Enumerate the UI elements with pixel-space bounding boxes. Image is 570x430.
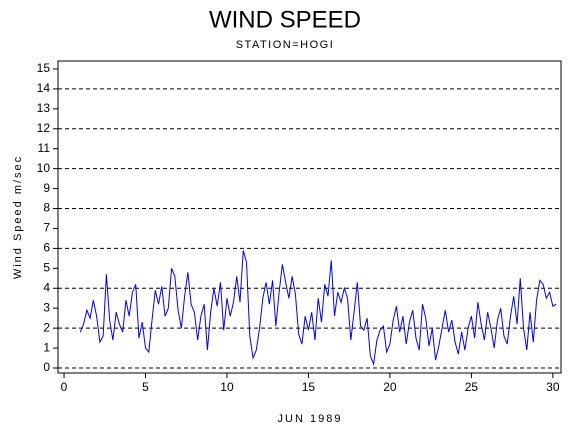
y-axis-label: Wind Speed m/sec (12, 155, 24, 279)
x-tick-label: 30 (546, 380, 560, 394)
chart-title: WIND SPEED (209, 6, 361, 33)
y-tick-label: 14 (37, 81, 51, 95)
y-tick-label: 2 (43, 320, 50, 334)
chart-subtitle: STATION=HOGI (236, 39, 335, 51)
x-tick-label: 25 (465, 380, 479, 394)
y-tick-label: 0 (43, 360, 50, 374)
y-tick-label: 8 (43, 201, 50, 215)
x-tick-label: 10 (220, 380, 234, 394)
y-tick-label: 9 (43, 181, 50, 195)
y-tick-label: 12 (37, 121, 51, 135)
x-tick-label: 15 (302, 380, 316, 394)
x-tick-label: 5 (142, 380, 149, 394)
y-tick-label: 11 (38, 141, 51, 155)
y-tick-label: 1 (43, 340, 50, 354)
data-line (79, 250, 557, 366)
x-tick-label: 0 (61, 380, 68, 394)
y-tick-label: 6 (43, 241, 50, 255)
x-tick-label: 20 (383, 380, 397, 394)
y-tick-label: 15 (37, 61, 51, 75)
y-tick-label: 3 (43, 300, 50, 314)
plot-frame (57, 60, 562, 374)
x-axis-label: JUN 1989 (278, 413, 343, 425)
y-tick-label: 10 (37, 161, 51, 175)
y-tick-label: 5 (43, 261, 50, 275)
y-tick-label: 13 (37, 101, 51, 115)
y-tick-label: 7 (43, 221, 50, 235)
y-tick-label: 4 (43, 280, 50, 294)
